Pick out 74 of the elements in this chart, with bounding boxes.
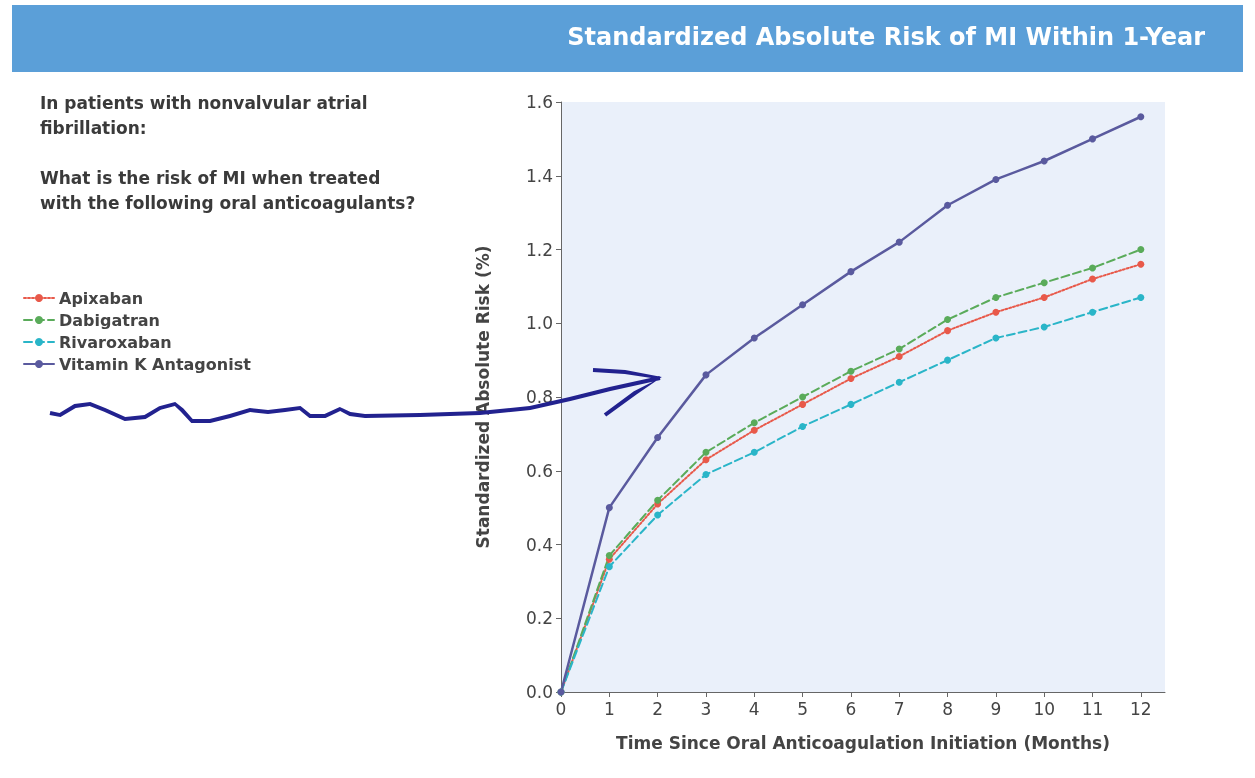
point bbox=[992, 175, 1000, 183]
y-tick-label: 1.4 bbox=[525, 165, 553, 186]
y-tick-label: 0.4 bbox=[525, 534, 553, 555]
point bbox=[847, 367, 855, 375]
point bbox=[799, 423, 807, 430]
point bbox=[944, 316, 952, 324]
legend-label: Dabigatran bbox=[59, 310, 160, 330]
x-tick-label: 4 bbox=[748, 698, 760, 719]
point bbox=[1040, 279, 1048, 287]
point bbox=[1137, 293, 1145, 301]
point bbox=[944, 327, 952, 335]
point bbox=[944, 356, 952, 364]
x-tick-label: 5 bbox=[797, 698, 809, 719]
point bbox=[1089, 308, 1097, 316]
x-tick-label: 9 bbox=[990, 698, 1002, 719]
point bbox=[895, 238, 903, 246]
y-tick-label: 0.6 bbox=[525, 460, 553, 481]
point bbox=[1137, 113, 1145, 121]
point bbox=[799, 301, 807, 309]
point bbox=[750, 334, 758, 342]
point bbox=[654, 434, 662, 442]
y-axis-title: Standardized Absolute Risk (%) bbox=[472, 245, 493, 549]
point bbox=[1089, 275, 1097, 283]
x-tick-label: 11 bbox=[1081, 698, 1104, 719]
x-tick-label: 7 bbox=[893, 698, 905, 719]
point bbox=[992, 308, 1000, 316]
point bbox=[750, 426, 758, 434]
point bbox=[895, 352, 903, 360]
x-tick-label: 10 bbox=[1033, 698, 1056, 719]
point bbox=[1089, 264, 1097, 272]
point bbox=[654, 511, 662, 519]
y-tick-label: 1.0 bbox=[525, 313, 553, 334]
point bbox=[944, 201, 952, 209]
x-tick-label: 0 bbox=[555, 698, 567, 719]
text: What is the risk of MI when treated with the following oral anticoagulants? bbox=[40, 167, 416, 213]
y-tick-label: 1.2 bbox=[525, 239, 553, 260]
point bbox=[847, 375, 855, 383]
x-tick-label: 2 bbox=[652, 698, 664, 719]
point bbox=[895, 345, 903, 353]
x-tick-label: 8 bbox=[942, 698, 953, 719]
point bbox=[1040, 323, 1048, 331]
point bbox=[702, 448, 710, 456]
point bbox=[1040, 293, 1048, 301]
point bbox=[702, 470, 710, 478]
legend-label: Apixaban bbox=[59, 288, 144, 308]
y-tick-label: 0.0 bbox=[525, 682, 553, 702]
point bbox=[605, 504, 613, 512]
y-tick-label: 1.6 bbox=[525, 92, 553, 112]
point bbox=[799, 393, 807, 401]
text: In patients with nonvalvular atrial fibrillation: bbox=[40, 92, 374, 138]
x-tick-label: 12 bbox=[1130, 698, 1152, 719]
x-tick-label: 1 bbox=[603, 698, 615, 719]
point bbox=[895, 378, 903, 386]
x-tick-label: 6 bbox=[845, 698, 857, 719]
y-tick-label: 0.2 bbox=[525, 608, 553, 629]
point bbox=[847, 268, 855, 276]
legend-label: Rivaroxaban bbox=[59, 332, 172, 352]
x-axis-title: Time Since Oral Anticoagulation Initiation (Months) bbox=[616, 732, 1110, 753]
legend-label: Vitamin K Antagonist bbox=[59, 354, 252, 374]
chart-title: Standardized Absolute Risk of MI Within 1-Year bbox=[567, 23, 1206, 51]
point bbox=[750, 419, 758, 427]
point bbox=[1089, 135, 1097, 143]
point bbox=[605, 563, 613, 571]
point bbox=[654, 496, 662, 504]
point bbox=[1137, 260, 1145, 268]
point bbox=[847, 400, 855, 408]
point bbox=[799, 400, 807, 408]
point bbox=[1040, 157, 1048, 165]
point bbox=[1137, 246, 1145, 253]
x-tick-label: 3 bbox=[700, 698, 712, 719]
point bbox=[702, 456, 710, 464]
point bbox=[750, 448, 758, 456]
y-tick-label: 0.8 bbox=[525, 387, 553, 407]
point bbox=[992, 293, 1000, 301]
